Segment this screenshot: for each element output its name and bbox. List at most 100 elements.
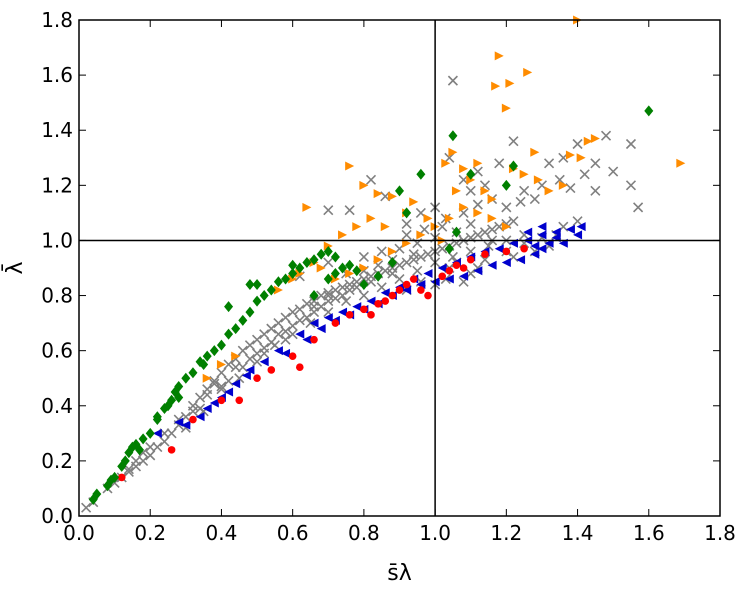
data-point-triangle-right: [409, 197, 419, 207]
data-point-triangle-left: [551, 227, 561, 237]
data-point-circle: [409, 275, 418, 283]
data-point-diamond: [309, 254, 319, 266]
data-point-triangle-left: [202, 404, 212, 414]
y-tick-label: 1.8: [41, 8, 73, 32]
data-point-diamond: [110, 471, 120, 483]
series-triangle-right: [202, 15, 686, 383]
data-point-triangle-left: [231, 379, 241, 389]
data-point-x: [365, 174, 377, 185]
data-point-x: [308, 301, 320, 312]
data-point-triangle-left: [224, 387, 234, 397]
data-point-x: [437, 221, 448, 232]
data-point-circle: [374, 300, 382, 308]
data-point-triangle-left: [416, 280, 426, 290]
data-point-diamond: [288, 268, 298, 280]
data-point-x: [590, 185, 601, 196]
data-point-diamond: [288, 259, 298, 271]
data-point-x: [394, 273, 405, 285]
data-point-x: [130, 455, 142, 466]
data-point-diamond: [466, 168, 476, 180]
data-point-x: [294, 304, 305, 315]
data-point-triangle-right: [501, 103, 511, 113]
data-point-x: [344, 205, 355, 216]
data-point-triangle-left: [537, 244, 547, 254]
data-point-triangle-left: [302, 335, 312, 345]
data-point-diamond: [181, 372, 191, 384]
data-point-x: [572, 138, 583, 150]
data-point-circle: [520, 244, 528, 253]
data-point-diamond: [138, 433, 148, 445]
data-point-triangle-right: [530, 147, 540, 157]
data-point-x: [519, 185, 530, 196]
data-point-circle: [117, 473, 126, 482]
y-tick-label: 0.2: [41, 449, 73, 473]
data-point-x: [223, 359, 234, 370]
data-point-x: [608, 166, 619, 177]
y-tick-label: 1.2: [41, 173, 73, 197]
data-point-triangle-right: [359, 263, 369, 273]
data-point-circle: [345, 311, 354, 319]
y-tick-label: 0.6: [41, 339, 73, 363]
x-tick-label: 1.2: [490, 521, 522, 545]
data-point-x: [401, 229, 412, 240]
data-point-triangle-right: [373, 255, 383, 265]
plot-frame: [78, 19, 721, 517]
data-point-x: [515, 196, 526, 207]
data-point-triangle-left: [576, 222, 586, 232]
data-point-triangle-left: [295, 329, 305, 339]
data-point-triangle-left: [174, 417, 184, 427]
data-point-triangle-right: [565, 150, 575, 160]
data-point-x: [508, 216, 519, 227]
data-point-triangle-right: [202, 373, 212, 383]
data-point-diamond: [245, 279, 255, 291]
data-point-x: [358, 251, 369, 263]
data-point-x: [266, 323, 277, 334]
data-point-x: [337, 282, 348, 293]
data-point-circle: [438, 272, 447, 281]
data-point-x: [244, 340, 255, 351]
data-point-x: [401, 257, 412, 268]
data-point-x: [380, 265, 391, 276]
data-point-x: [287, 329, 298, 340]
data-point-x: [323, 257, 334, 268]
data-point-diamond: [135, 444, 145, 456]
data-point-triangle-left: [152, 428, 162, 438]
data-point-diamond: [224, 328, 234, 340]
data-point-triangle-left: [245, 365, 255, 375]
data-point-triangle-left: [530, 249, 540, 259]
data-point-circle: [445, 266, 454, 275]
data-point-x: [251, 356, 263, 367]
data-point-diamond: [259, 290, 269, 302]
data-point-diamond: [323, 245, 333, 257]
data-point-triangle-right: [576, 153, 586, 163]
data-point-diamond: [323, 273, 333, 285]
data-point-triangle-left: [444, 274, 454, 284]
series-circle: [117, 244, 528, 482]
data-point-diamond: [416, 168, 426, 180]
data-point-triangle-right: [387, 246, 397, 256]
data-point-diamond: [359, 279, 369, 291]
data-point-triangle-left: [209, 398, 219, 408]
data-point-x: [565, 183, 576, 194]
data-point-x: [529, 194, 540, 205]
x-tick-label: 1.8: [704, 521, 736, 545]
data-point-diamond: [330, 251, 340, 263]
data-point-circle: [402, 280, 411, 289]
data-point-diamond: [316, 248, 326, 260]
data-point-circle: [367, 311, 375, 319]
data-point-x: [145, 442, 156, 453]
data-point-triangle-right: [366, 213, 376, 223]
data-point-triangle-left: [380, 288, 390, 298]
data-point-triangle-right: [330, 274, 340, 284]
data-point-triangle-right: [519, 169, 529, 179]
data-point-triangle-left: [530, 241, 540, 251]
data-point-triangle-left: [309, 318, 319, 328]
x-tick-label: 0.4: [206, 521, 238, 545]
data-point-x: [294, 315, 305, 326]
data-point-diamond: [345, 259, 355, 271]
data-point-x: [145, 450, 156, 461]
data-point-circle: [417, 286, 425, 294]
data-point-triangle-left: [352, 302, 362, 312]
data-point-triangle-right: [544, 186, 554, 196]
